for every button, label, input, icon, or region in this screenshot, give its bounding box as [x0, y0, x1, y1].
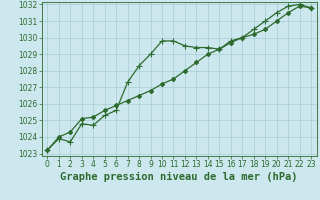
X-axis label: Graphe pression niveau de la mer (hPa): Graphe pression niveau de la mer (hPa): [60, 172, 298, 182]
